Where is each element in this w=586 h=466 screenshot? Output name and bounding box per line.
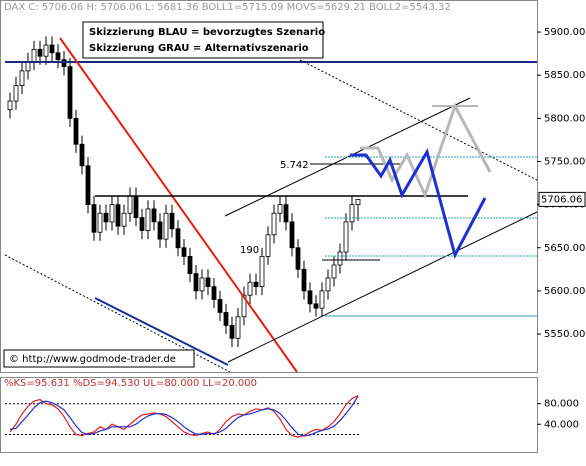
candle-body [31,48,37,62]
candle-body [85,165,91,206]
candle-body [217,299,223,313]
candle-body [97,212,103,233]
candle-body [313,303,319,309]
candle-body [169,212,175,230]
y-tick-label: 5800.00 [544,113,585,124]
candle-body [103,212,109,223]
y-tick-label: 40.000 [544,419,579,430]
candle-body [211,286,217,300]
candle-body [109,204,115,223]
candle-body [271,212,277,236]
candle-body [151,208,157,223]
candle-body [205,277,211,287]
candle-body [247,281,253,296]
lower-title: %KS=95.631 %DS=94.530 UL=80.000 LL=20.00… [4,378,257,389]
annotation: Skizzierung GRAU = Alternativszenario [89,43,309,54]
candle-body [289,221,295,249]
candle-body [55,52,61,61]
candle-body [61,59,67,67]
channel-line [227,211,538,363]
scenario-blue [350,148,487,260]
main-panel [0,0,538,373]
candle-body [73,117,79,145]
y-tick-label: 80.000 [544,399,579,410]
candle-body [283,204,289,223]
candle-body [349,204,355,223]
candle-body [265,234,271,257]
candle-body [145,208,151,231]
chart-title: DAX C: 5706.06 H: 5706.06 L: 5681.36 BOL… [4,2,451,13]
candle-body [307,290,313,305]
candle-body [91,204,97,233]
annotation: Skizzierung BLAU = bevorzugtes Szenario [89,27,325,38]
candle-body [121,212,127,227]
candle-body [13,85,19,102]
candle-body [139,217,145,231]
candle-body [241,294,247,318]
candle-body [337,251,343,266]
dotted-line [299,59,538,181]
candle-body [7,100,13,111]
y-tick-label: 5550.00 [544,329,585,340]
plot: 5900.005850.005800.005750.005700.005650.… [5,27,586,438]
candle-body [79,143,85,167]
candle-body [199,277,205,292]
candle-body [229,325,235,339]
y-tick-label: 5900.00 [544,27,585,38]
y-tick-label: 5750.00 [544,156,585,167]
candle-body [157,221,163,240]
candle-body [295,247,301,270]
candle-body [355,198,361,206]
candle-body [223,312,229,326]
annotation: 190 [240,245,259,256]
candle-body [127,195,133,214]
candle-body [115,204,121,227]
candle-body [301,268,307,292]
candle-body [193,273,199,292]
candle-body [133,195,139,218]
drawings [4,37,538,373]
annotation: © http://www.godmode-trader.de [9,354,176,365]
candle-body [235,316,241,339]
candle-body [19,70,25,86]
trend-line [59,37,298,373]
candle-body [67,66,73,119]
candle-body [187,255,193,275]
candle-body [37,48,43,57]
candle-body [325,277,331,292]
price-tag-label: 5706.06 [541,194,582,205]
stoch-line [9,395,359,438]
candle-body [175,228,181,249]
y-tick-label: 5650.00 [544,243,585,254]
candle-body [277,204,283,214]
candle-body [181,247,187,257]
candle-body [319,290,325,309]
candle-body [253,281,259,287]
annotation: 5.742 [280,160,309,171]
legend-box [82,21,324,59]
y-tick-label: 5850.00 [544,70,585,81]
candle-body [43,44,49,57]
candle-body [163,212,169,240]
candle-body [259,255,265,287]
candle-body [343,221,349,253]
copyright-box [3,349,195,368]
candle-body [331,264,337,279]
stoch-line [9,395,359,437]
lower-panel [0,377,538,453]
candle-body [49,44,55,54]
trend-line [94,297,229,366]
y-tick-label: 5600.00 [544,286,585,297]
price-tag [538,191,586,207]
